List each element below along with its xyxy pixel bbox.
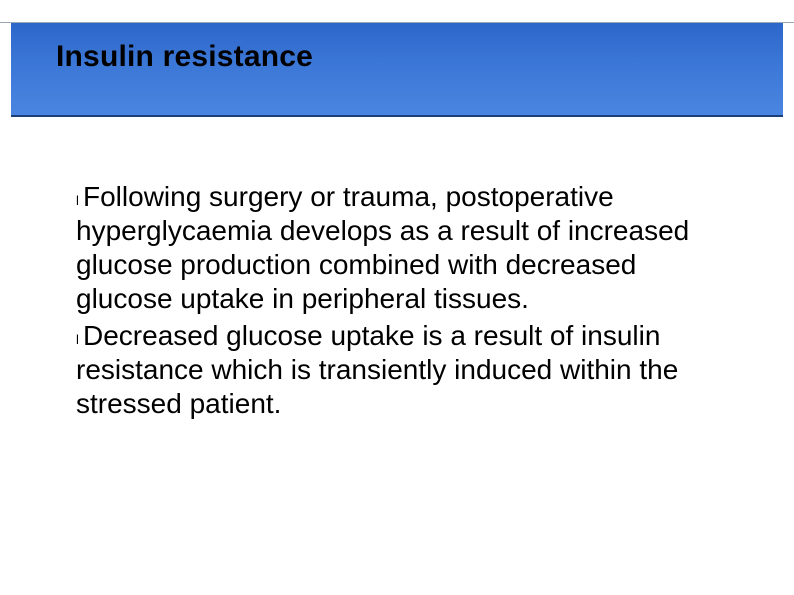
title-band: Insulin resistance — [0, 22, 794, 117]
bullet-item: lDecreased glucose uptake is a result of… — [76, 319, 716, 421]
bullet-marker-icon: l — [76, 193, 83, 209]
bullet-text: Decreased glucose uptake is a result of … — [76, 320, 678, 419]
slide: Insulin resistance lFollowing surgery or… — [0, 0, 794, 595]
slide-body: lFollowing surgery or trauma, postoperat… — [76, 180, 716, 423]
bullet-marker-icon: l — [76, 332, 83, 348]
slide-title: Insulin resistance — [56, 40, 313, 74]
bullet-item: lFollowing surgery or trauma, postoperat… — [76, 180, 716, 317]
bullet-text: Following surgery or trauma, postoperati… — [76, 181, 689, 314]
